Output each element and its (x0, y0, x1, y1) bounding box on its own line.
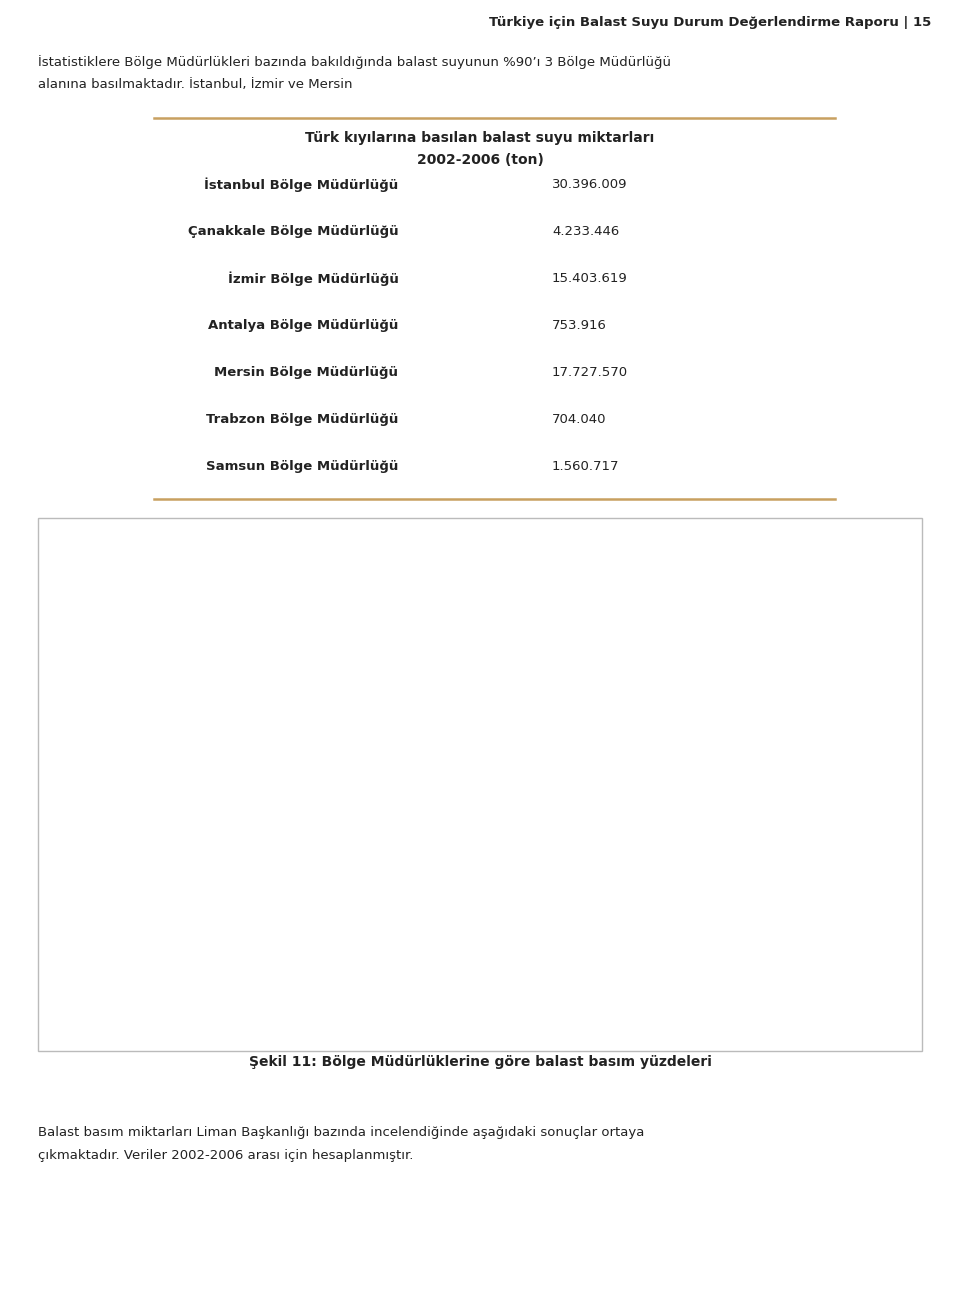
Text: ÇANAKKALE: ÇANAKKALE (388, 981, 468, 994)
Text: Trabzon Bölge Müdürlüğü: Trabzon Bölge Müdürlüğü (206, 413, 398, 426)
Text: Balast basım miktarları Liman Başkanlığı bazında incelendiğinde aşağıdaki sonuçl: Balast basım miktarları Liman Başkanlığı… (38, 1126, 645, 1139)
Text: MERSİN: MERSİN (361, 590, 413, 603)
Text: İzmir Bölge Müdürlüğü: İzmir Bölge Müdürlüğü (228, 272, 398, 286)
Wedge shape (315, 737, 470, 781)
Text: 1%: 1% (534, 569, 554, 582)
Text: Şekil 11: Bölge Müdürlüklerine göre balast basım yüzdeleri: Şekil 11: Bölge Müdürlüklerine göre bala… (249, 1055, 711, 1070)
Text: Samsun Bölge Müdürlüğü: Samsun Bölge Müdürlüğü (206, 460, 398, 473)
Text: Antalya Bölge Müdürlüğü: Antalya Bölge Müdürlüğü (208, 319, 398, 332)
Text: 26%: 26% (373, 623, 401, 636)
Text: 4.233.446: 4.233.446 (552, 225, 619, 238)
Text: Çanakkale Bölge Müdürlüğü: Çanakkale Bölge Müdürlüğü (188, 225, 398, 238)
Wedge shape (415, 784, 480, 943)
Wedge shape (327, 624, 525, 784)
Text: çıkmaktadır. Veriler 2002-2006 arası için hesaplanmıştır.: çıkmaktadır. Veriler 2002-2006 arası içi… (38, 1149, 414, 1162)
Text: 1%: 1% (248, 734, 267, 747)
Text: ANTALYA: ANTALYA (248, 701, 304, 714)
Text: İstanbul Bölge Müdürlüğü: İstanbul Bölge Müdürlüğü (204, 178, 398, 192)
Text: Türk kıyılarına basılan balast suyu miktarları: Türk kıyılarına basılan balast suyu mikt… (305, 131, 655, 145)
Text: SAMSUN: SAMSUN (543, 555, 601, 568)
Wedge shape (483, 622, 538, 774)
Wedge shape (480, 635, 555, 784)
Text: 753.916: 753.916 (552, 319, 607, 332)
Text: 30.396.009: 30.396.009 (552, 178, 628, 191)
Text: 6%: 6% (418, 1013, 438, 1027)
Text: 17.727.570: 17.727.570 (552, 366, 628, 379)
Text: 15.403.619: 15.403.619 (552, 272, 628, 285)
Text: Türkiye için Balast Suyu Durum Değerlendirme Raporu | 15: Türkiye için Balast Suyu Durum Değerlend… (489, 16, 931, 29)
Text: 2%: 2% (563, 586, 582, 599)
Text: İZMİR: İZMİR (260, 853, 298, 866)
Text: alanına basılmaktadır. İstanbul, İzmir ve Mersin: alanına basılmaktadır. İstanbul, İzmir v… (38, 78, 353, 91)
Text: İSTANBUL: İSTANBUL (644, 814, 709, 827)
Text: Mersin Bölge Müdürlüğü: Mersin Bölge Müdürlüğü (214, 366, 398, 379)
Text: 2002-2006 (ton): 2002-2006 (ton) (417, 153, 543, 167)
Text: 704.040: 704.040 (552, 413, 607, 426)
Text: 43%: 43% (662, 849, 690, 862)
Text: TRABZON: TRABZON (490, 537, 554, 550)
Text: İstatistiklere Bölge Müdürlükleri bazında bakıldığında balast suyunun %90’ı 3 Bö: İstatistiklere Bölge Müdürlükleri bazınd… (38, 55, 671, 69)
Text: 1.560.717: 1.560.717 (552, 460, 619, 473)
Wedge shape (472, 643, 639, 943)
Text: 21%: 21% (270, 884, 298, 897)
Wedge shape (321, 750, 480, 929)
